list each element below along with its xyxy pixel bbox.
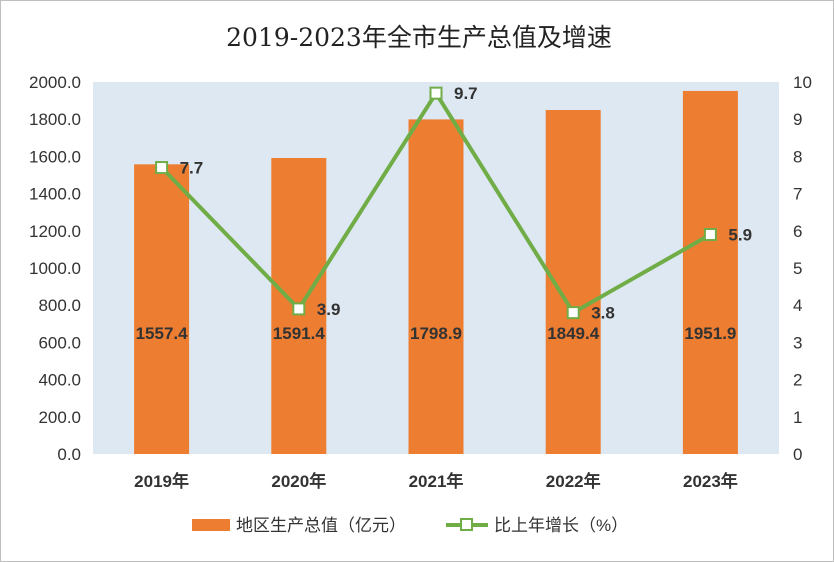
left-tick-label: 1600.0 xyxy=(29,147,81,166)
legend-bar-label: 地区生产总值（亿元） xyxy=(236,516,406,535)
left-tick-label: 0.0 xyxy=(57,445,81,464)
right-tick-label: 1 xyxy=(793,408,802,427)
right-tick-label: 9 xyxy=(793,110,802,129)
line-point-marker xyxy=(429,86,443,100)
legend-bar-swatch xyxy=(192,519,230,531)
left-tick-label: 1200.0 xyxy=(29,222,81,241)
left-tick-label: 1400.0 xyxy=(29,185,81,204)
line-value-label: 3.8 xyxy=(591,304,615,323)
left-tick-label: 200.0 xyxy=(38,408,81,427)
left-tick-label: 1000.0 xyxy=(29,259,81,278)
legend: 地区生产总值（亿元） 比上年增长（%） xyxy=(192,516,628,535)
chart-title: 2019-2023年全市生产总值及增速 xyxy=(226,23,612,52)
bar xyxy=(682,90,738,455)
right-tick-label: 4 xyxy=(793,296,802,315)
left-tick-label: 800.0 xyxy=(38,296,81,315)
x-tick-label: 2020年 xyxy=(271,471,326,491)
line-point-marker xyxy=(292,302,306,316)
legend-line-marker xyxy=(460,518,473,531)
left-tick-label: 2000.0 xyxy=(29,73,81,92)
bar-value-label: 1557.4 xyxy=(136,324,189,343)
bar-value-label: 1591.4 xyxy=(273,324,326,343)
x-axis-ticks: 2019年 2020年 2021年 2022年 2023年 xyxy=(134,471,738,491)
right-tick-label: 0 xyxy=(793,445,802,464)
line-point-marker xyxy=(155,161,169,175)
line-value-label: 3.9 xyxy=(317,300,341,319)
bar xyxy=(134,164,190,454)
right-tick-label: 7 xyxy=(793,185,802,204)
right-tick-label: 2 xyxy=(793,371,802,390)
left-tick-label: 1800.0 xyxy=(29,110,81,129)
line-data-labels: 7.7 3.9 9.7 3.8 5.9 xyxy=(180,84,752,322)
line-layer xyxy=(155,86,717,320)
bar-data-labels: 1557.4 1591.4 1798.9 1849.4 1951.9 xyxy=(136,324,737,343)
line-point-marker xyxy=(703,228,717,242)
line-value-label: 7.7 xyxy=(180,159,204,178)
left-tick-label: 400.0 xyxy=(38,371,81,390)
left-axis-ticks: 0.0 200.0 400.0 600.0 800.0 1000.0 1200.0 1400.… xyxy=(29,73,81,464)
bar-value-label: 1849.4 xyxy=(547,324,600,343)
left-tick-label: 600.0 xyxy=(38,333,81,352)
right-tick-label: 6 xyxy=(793,222,802,241)
right-tick-label: 8 xyxy=(793,147,802,166)
right-tick-label: 10 xyxy=(793,73,812,92)
right-tick-label: 3 xyxy=(793,333,802,352)
x-tick-label: 2023年 xyxy=(683,471,738,491)
legend-line-label: 比上年增长（%） xyxy=(494,516,628,535)
line-value-label: 9.7 xyxy=(454,84,478,103)
line-value-label: 5.9 xyxy=(728,226,752,245)
right-tick-label: 5 xyxy=(793,259,802,278)
line-point-marker xyxy=(566,306,580,320)
right-axis-ticks: 0 1 2 3 4 5 6 7 8 9 10 xyxy=(793,73,812,464)
bar xyxy=(408,119,464,454)
x-tick-label: 2022年 xyxy=(546,471,601,491)
bar-value-label: 1798.9 xyxy=(410,324,462,343)
x-tick-label: 2019年 xyxy=(134,471,189,491)
bar-value-label: 1951.9 xyxy=(684,324,736,343)
x-tick-label: 2021年 xyxy=(409,471,464,491)
